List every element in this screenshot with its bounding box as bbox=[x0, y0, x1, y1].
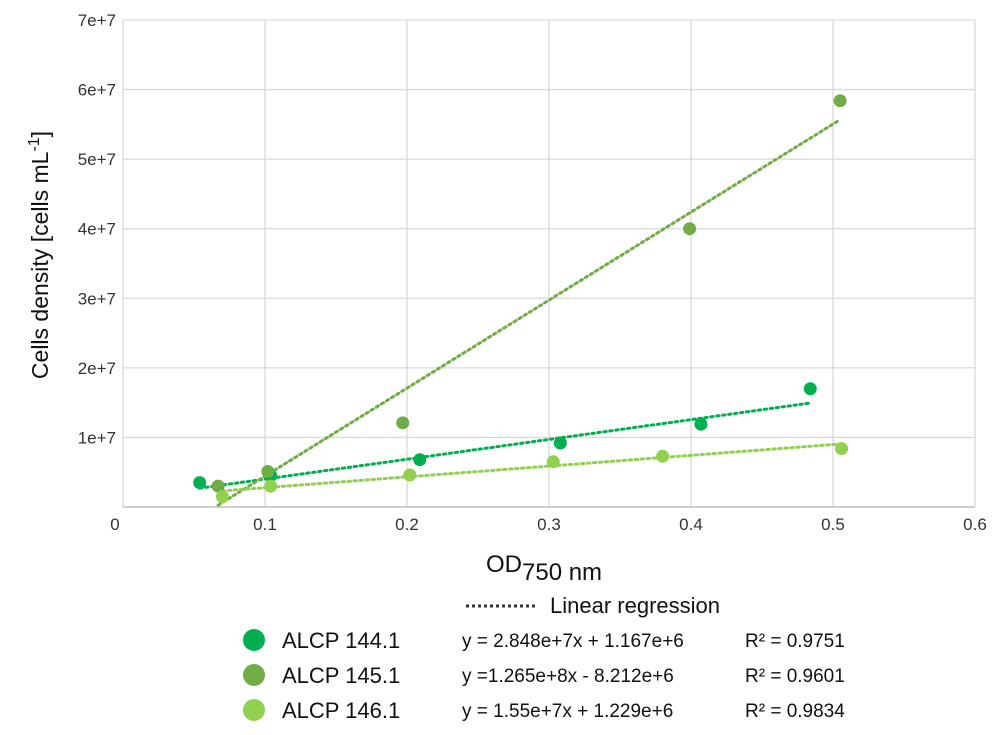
y-tick-label: 4e+7 bbox=[78, 220, 116, 239]
x-tick-label: 0.3 bbox=[537, 515, 561, 534]
legend-series-name: ALCP 146.1 bbox=[282, 698, 400, 723]
y-axis-label-superscript: -1 bbox=[26, 137, 43, 151]
y-tick-label: 2e+7 bbox=[78, 359, 116, 378]
data-point bbox=[546, 455, 560, 469]
legend-series-name: ALCP 145.1 bbox=[282, 663, 400, 688]
y-tick-label: 6e+7 bbox=[78, 81, 116, 100]
legend-marker bbox=[243, 664, 265, 686]
data-point bbox=[261, 465, 275, 479]
data-point bbox=[264, 479, 278, 493]
y-tick-label: 7e+7 bbox=[78, 11, 116, 30]
x-tick-label: 0.2 bbox=[395, 515, 419, 534]
legend-marker bbox=[243, 629, 265, 651]
regression-lines bbox=[198, 118, 844, 507]
data-point bbox=[215, 490, 229, 504]
legend-series-name: ALCP 144.1 bbox=[282, 628, 400, 653]
regression-line bbox=[220, 442, 844, 493]
x-axis-label: OD750 nm bbox=[486, 551, 602, 586]
x-tick-label: 0 bbox=[110, 515, 119, 534]
data-point bbox=[413, 453, 427, 467]
data-point bbox=[193, 476, 207, 490]
legend-equation: y = 2.848e+7x + 1.167e+6 bbox=[462, 631, 684, 652]
legend-regression-label: Linear regression bbox=[550, 593, 720, 618]
legend-equation: y = 1.55e+7x + 1.229e+6 bbox=[462, 701, 673, 722]
legend: Linear regression ALCP 144.1 y = 2.848e+7… bbox=[243, 593, 845, 723]
y-axis-label: Cells density [cells mL-1] bbox=[26, 131, 53, 379]
x-tick-label: 0.5 bbox=[821, 515, 845, 534]
data-point bbox=[396, 416, 410, 430]
legend-marker bbox=[243, 699, 265, 721]
legend-r-squared: R² = 0.9834 bbox=[745, 701, 845, 722]
data-point bbox=[835, 442, 849, 456]
data-point bbox=[403, 468, 417, 482]
legend-equation: y =1.265e+8x - 8.212e+6 bbox=[462, 666, 674, 687]
data-point bbox=[656, 449, 670, 463]
y-tick-labels: 1e+7 2e+7 3e+7 4e+7 5e+7 6e+7 7e+7 bbox=[78, 11, 116, 447]
y-tick-label: 1e+7 bbox=[78, 428, 116, 447]
x-tick-label: 0.4 bbox=[679, 515, 703, 534]
regression-line bbox=[216, 118, 842, 507]
data-point bbox=[683, 222, 697, 236]
data-point bbox=[553, 436, 567, 450]
data-point bbox=[803, 382, 817, 396]
grid-lines bbox=[122, 19, 976, 507]
x-axis-label-subscript: 750 nm bbox=[522, 559, 602, 586]
regression-line bbox=[198, 401, 812, 490]
data-point bbox=[211, 479, 225, 493]
y-tick-label: 5e+7 bbox=[78, 150, 116, 169]
legend-r-squared: R² = 0.9751 bbox=[745, 631, 845, 652]
data-point bbox=[694, 417, 708, 431]
y-tick-label: 3e+7 bbox=[78, 289, 116, 308]
legend-r-squared: R² = 0.9601 bbox=[745, 666, 845, 687]
data-points bbox=[193, 94, 849, 504]
x-tick-label: 0.6 bbox=[963, 515, 987, 534]
x-tick-label: 0.1 bbox=[253, 515, 277, 534]
data-point bbox=[833, 94, 847, 108]
x-tick-labels: 0 0.1 0.2 0.3 0.4 0.5 0.6 bbox=[110, 515, 987, 534]
